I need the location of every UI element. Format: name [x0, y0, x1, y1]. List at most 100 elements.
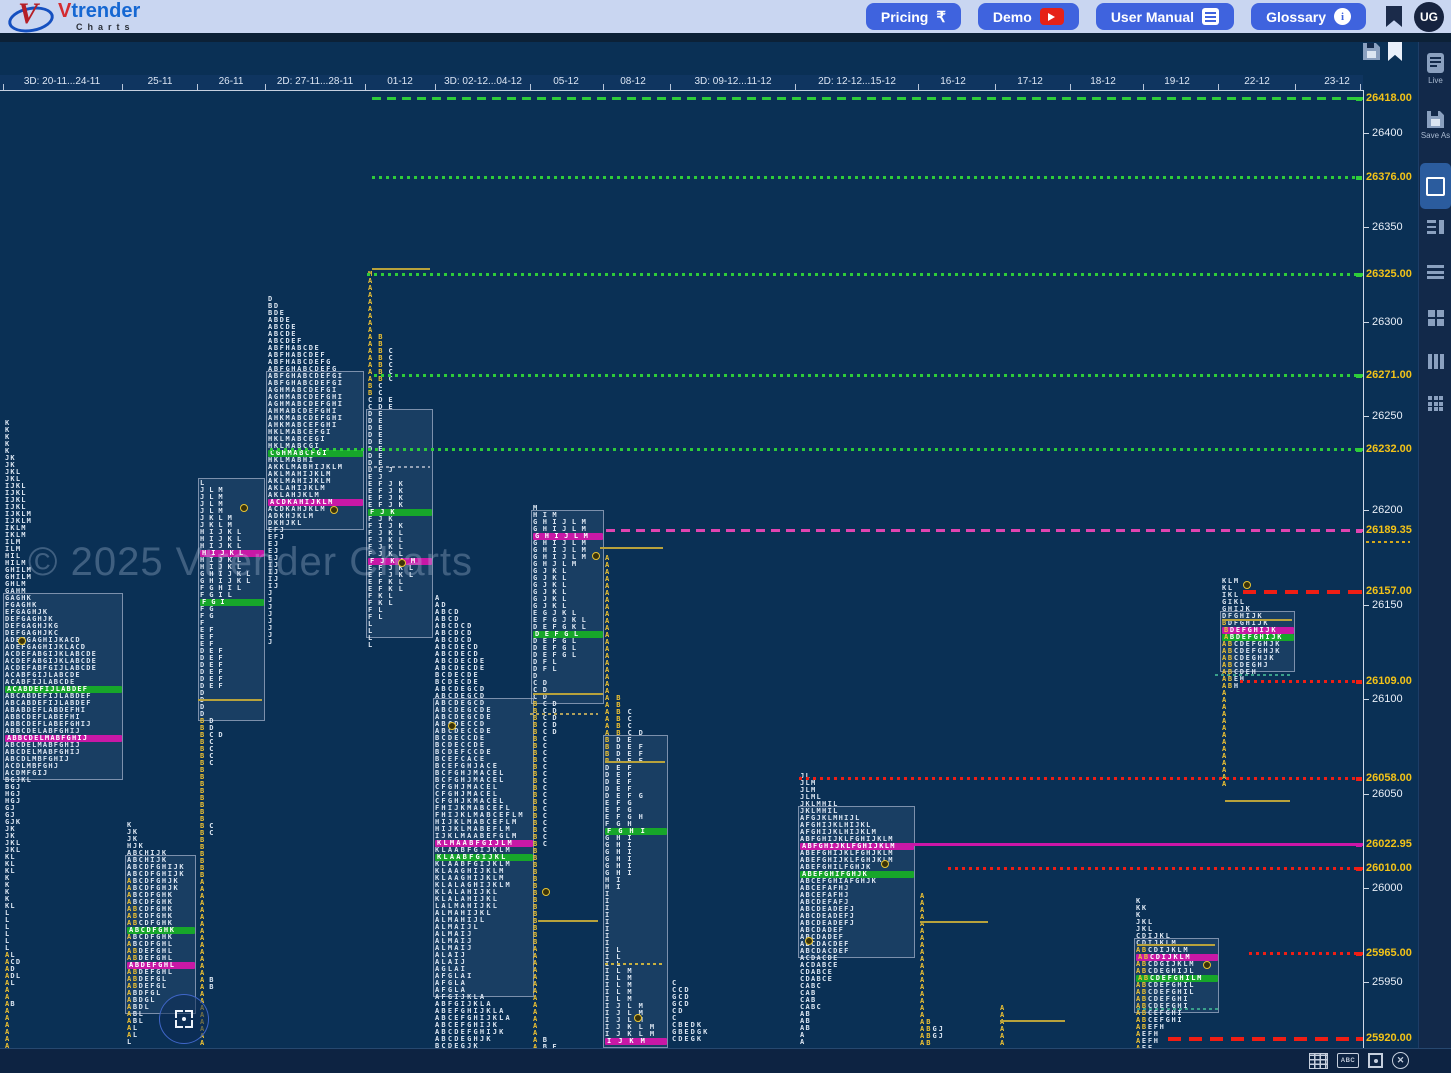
date-label[interactable]: 25-11: [147, 76, 173, 87]
close-circle-button[interactable]: ✕: [1392, 1052, 1409, 1069]
price-level-label: 26325.00: [1366, 268, 1412, 280]
tpo-row: GHI: [605, 848, 639, 856]
tpo-row: I: [605, 925, 617, 933]
tpo-row: BDE: [268, 309, 286, 317]
demo-button[interactable]: Demo: [977, 3, 1079, 30]
bookmark-add-icon[interactable]: [1388, 42, 1402, 66]
tpo-row: GCD: [672, 1000, 691, 1008]
table-grid-button[interactable]: [1309, 1052, 1328, 1069]
abc-button[interactable]: ABC: [1337, 1053, 1359, 1068]
date-label[interactable]: 22-12: [1244, 76, 1270, 87]
tpo-row: JKL: [5, 839, 22, 847]
tpo-row: J: [268, 624, 274, 632]
level-axis-marker: [1356, 777, 1362, 781]
bookmark-icon[interactable]: [1386, 6, 1402, 27]
tpo-row: HGJ: [5, 790, 22, 798]
date-label[interactable]: 18-12: [1090, 76, 1116, 87]
tpo-row: JKL: [5, 475, 22, 483]
tpo-row: ABCDEGHJK: [435, 1035, 493, 1043]
tpo-row: B: [200, 773, 210, 781]
tpo-row: DFL: [533, 658, 563, 666]
tpo-row: BC: [533, 840, 553, 848]
tpo-row: ABCDELMABFGHIJ: [5, 741, 81, 749]
price-tick-label: 26200: [1372, 504, 1403, 516]
tpo-row: A: [605, 575, 617, 583]
date-label[interactable]: 2D: 12-12...15-12: [818, 76, 896, 87]
date-label[interactable]: 3D: 20-11...24-11: [23, 76, 101, 87]
date-label[interactable]: 3D: 02-12...04-12: [444, 76, 522, 87]
tpo-row: AHKMABCEFGHI: [268, 421, 338, 429]
level-line-26022.95: [912, 843, 1363, 846]
focus-chart-button[interactable]: [159, 994, 209, 1044]
tpo-row: A: [368, 284, 379, 292]
tpo-row: A: [533, 1008, 543, 1016]
tpo-row: A: [920, 913, 927, 921]
save-icon[interactable]: [1363, 43, 1380, 65]
date-label[interactable]: 17-12: [1017, 76, 1043, 87]
tpo-row: A: [5, 1014, 11, 1022]
date-label[interactable]: 08-12: [620, 76, 646, 87]
price-tick: [1363, 510, 1369, 511]
tpo-row: DEFGAGHJK: [5, 615, 54, 623]
tpo-row: L: [5, 909, 11, 917]
date-label[interactable]: 23-12: [1324, 76, 1350, 87]
sidebar-item-save-as[interactable]: Save As: [1420, 111, 1451, 140]
glossary-button[interactable]: Glossary i: [1251, 3, 1366, 30]
tpo-row: IKLM: [5, 524, 27, 532]
tpo-row: BC: [200, 752, 219, 760]
tpo-row: FGHI: [605, 828, 667, 835]
tpo-row: KLAABFGIJKL: [435, 854, 533, 861]
tpo-row: A: [920, 997, 927, 1005]
tpo-row: A: [1222, 766, 1228, 774]
top-navbar: V Vtrender Charts Pricing ₹ Demo User Manua…: [0, 0, 1451, 36]
sidebar-item-layout-single[interactable]: [1420, 163, 1451, 209]
date-label[interactable]: 3D: 09-12...11-12: [694, 76, 772, 87]
tpo-row: ABEFH: [1136, 1023, 1166, 1031]
date-tick: [795, 84, 796, 90]
sidebar-item-layout-columns[interactable]: [1420, 354, 1451, 369]
tpo-row: ABEFGHIJKLFGHJKLM: [800, 856, 894, 864]
tpo-row: IJ: [268, 582, 280, 590]
sidebar-item-layout-grid-2x2[interactable]: [1420, 310, 1451, 326]
date-label[interactable]: 05-12: [553, 76, 579, 87]
date-label[interactable]: 19-12: [1164, 76, 1190, 87]
price-tick-label: 26300: [1372, 316, 1403, 328]
tpo-row: AEFH: [1136, 1037, 1160, 1045]
user-manual-button[interactable]: User Manual: [1095, 3, 1235, 30]
tpo-row: AFGHIJKLHIJKLM: [800, 828, 878, 836]
level-axis-marker: [1356, 843, 1362, 847]
focus-button[interactable]: [1368, 1053, 1383, 1068]
tpo-row: AFGIJKLA: [435, 993, 487, 1001]
tpo-row: ABABDEFLABDEFHI: [5, 706, 87, 714]
avatar[interactable]: UG: [1414, 1, 1444, 32]
tpo-row: CD: [533, 686, 553, 694]
tpo-row: ILM: [605, 981, 639, 989]
sidebar-item-live[interactable]: Live: [1420, 53, 1451, 85]
tpo-row: L: [5, 937, 11, 945]
date-label[interactable]: 2D: 27-11...28-11: [276, 76, 354, 87]
price-tick: [1363, 699, 1369, 700]
sidebar-item-layout-grid-3x3[interactable]: [1420, 396, 1451, 411]
tpo-row: A: [5, 1042, 11, 1050]
tpo-row: BCDECDE: [435, 671, 480, 679]
date-label[interactable]: 26-11: [218, 76, 244, 87]
tpo-row: ABCDFGHK: [127, 891, 174, 899]
sidebar-item-layout-rows-block[interactable]: [1420, 220, 1451, 234]
tpo-row: A: [368, 298, 379, 306]
date-tick: [3, 84, 4, 90]
date-label[interactable]: 01-12: [387, 76, 413, 87]
right-sidebar: Live Save As: [1418, 33, 1451, 1048]
tpo-row: D: [533, 672, 543, 680]
tpo-row: EFG: [605, 806, 639, 814]
pricing-button[interactable]: Pricing ₹: [865, 3, 961, 30]
tpo-row: EFJ: [268, 526, 286, 534]
table-grid-icon: [1309, 1052, 1328, 1069]
tpo-row: ABCHIJK: [127, 856, 168, 864]
sidebar-item-layout-rows[interactable]: [1420, 265, 1451, 279]
tpo-row: DEFGL: [533, 637, 582, 645]
tpo-row: ACDKAHIJKLM: [268, 499, 363, 506]
tpo-row: A: [605, 687, 617, 695]
tpo-row: L: [5, 916, 11, 924]
tpo-row: JLM: [200, 500, 228, 508]
date-label[interactable]: 16-12: [940, 76, 966, 87]
